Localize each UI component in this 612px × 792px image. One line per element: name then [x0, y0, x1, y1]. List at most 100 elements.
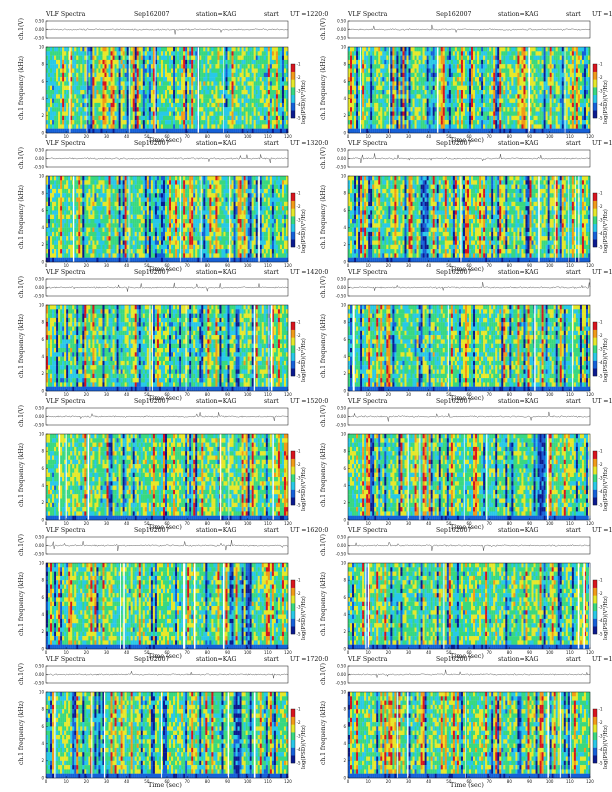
heatmap-cell	[583, 94, 587, 99]
heatmap-cell	[360, 128, 363, 134]
heatmap-cell	[217, 59, 220, 65]
heatmap-cell	[60, 124, 63, 129]
heatmap-cell	[545, 124, 548, 129]
heatmap-cell	[573, 47, 577, 52]
heatmap-cell	[227, 47, 230, 52]
heatmap-cell	[511, 102, 514, 108]
heatmap-cell	[271, 90, 275, 95]
heatmap-cell	[501, 68, 504, 73]
heatmap-cell	[398, 124, 401, 129]
heatmap-cell	[271, 111, 275, 116]
heatmap-cell	[348, 107, 351, 112]
heatmap-cell	[148, 128, 152, 134]
heatmap-cell	[479, 81, 482, 86]
heatmap-cell	[76, 55, 79, 61]
heatmap-cell	[372, 128, 375, 134]
heatmap-cell	[571, 102, 575, 108]
heatmap-cell	[557, 59, 560, 65]
heatmap-cell	[442, 98, 445, 104]
heatmap-cell	[259, 90, 262, 95]
heatmap-cell	[132, 98, 135, 104]
heatmap-cell	[462, 98, 466, 104]
heatmap-cell	[382, 128, 385, 134]
heatmap-cell	[398, 51, 401, 56]
heatmap-cell	[432, 124, 435, 129]
heatmap-cell	[207, 115, 210, 121]
heatmap-cell	[577, 59, 581, 65]
heatmap-cell	[376, 120, 379, 125]
heatmap-cell	[460, 81, 464, 86]
heatmap-cell	[80, 64, 83, 69]
heatmap-cell	[479, 115, 482, 121]
heatmap-cell	[281, 115, 285, 121]
heatmap-cell	[493, 47, 496, 52]
heatmap-cell	[384, 72, 387, 78]
heatmap-cell	[56, 94, 59, 99]
heatmap-cell	[511, 94, 514, 99]
heatmap-cell	[366, 94, 369, 99]
heatmap-cell	[96, 47, 99, 52]
heatmap-cell	[456, 59, 460, 65]
heatmap-cell	[549, 64, 552, 69]
heatmap-cell	[167, 111, 170, 116]
heatmap-cell	[50, 206, 53, 211]
heatmap-cell	[122, 94, 125, 99]
heatmap-cell	[533, 77, 536, 82]
heatmap-cell	[118, 98, 121, 104]
heatmap-cell	[553, 94, 556, 99]
heatmap-cell	[175, 128, 178, 134]
heatmap-cell	[211, 102, 214, 108]
heatmap-cell	[207, 85, 210, 91]
heatmap-cell	[162, 90, 166, 95]
heatmap-cell	[374, 120, 377, 125]
heatmap-cell	[374, 111, 377, 116]
heatmap-cell	[396, 55, 399, 61]
heatmap-cell	[354, 81, 357, 86]
heatmap-cell	[549, 128, 552, 134]
heatmap-cell	[440, 107, 443, 112]
heatmap-cell	[108, 81, 111, 86]
heatmap-cell	[158, 64, 162, 69]
heatmap-cell	[128, 77, 131, 82]
heatmap-cell	[74, 64, 77, 69]
heatmap-cell	[571, 72, 575, 78]
heatmap-cell	[559, 59, 562, 65]
heatmap-cell	[64, 68, 67, 73]
heatmap-cell	[132, 120, 135, 125]
heatmap-cell	[370, 72, 373, 78]
heatmap-cell	[362, 68, 365, 73]
heatmap-cell	[263, 107, 266, 112]
heatmap-cell	[358, 102, 361, 108]
heatmap-cell	[561, 68, 564, 73]
heatmap-cell	[173, 98, 176, 104]
heatmap-cell	[167, 47, 170, 52]
y-tick-label: 8	[343, 62, 346, 67]
heatmap-cell	[187, 111, 190, 116]
heatmap-cell	[521, 124, 524, 129]
heatmap-cell	[80, 81, 83, 86]
heatmap-cell	[247, 94, 250, 99]
heatmap-cell	[372, 111, 375, 116]
heatmap-cell	[491, 85, 494, 91]
heatmap-cell	[187, 59, 190, 65]
heatmap-cell	[511, 85, 514, 91]
heatmap-cell	[491, 81, 494, 86]
heatmap-cell	[396, 120, 399, 125]
heatmap-cell	[74, 59, 77, 65]
heatmap-cell	[245, 81, 248, 86]
heatmap-cell	[104, 128, 107, 134]
heatmap-cell	[120, 81, 123, 86]
heatmap-cell	[545, 72, 548, 78]
heatmap-cell	[390, 107, 393, 112]
heatmap-cell	[402, 77, 405, 82]
y-tick-label: 8	[41, 62, 44, 67]
heatmap-cell	[136, 94, 139, 99]
heatmap-cell	[414, 47, 417, 52]
heatmap-cell	[173, 124, 176, 129]
heatmap-cell	[446, 81, 449, 86]
heatmap-cell	[146, 47, 149, 52]
heatmap-cell	[360, 72, 363, 78]
heatmap-cell	[469, 94, 472, 99]
heatmap-cell	[491, 55, 494, 61]
heatmap-cell	[195, 90, 198, 95]
